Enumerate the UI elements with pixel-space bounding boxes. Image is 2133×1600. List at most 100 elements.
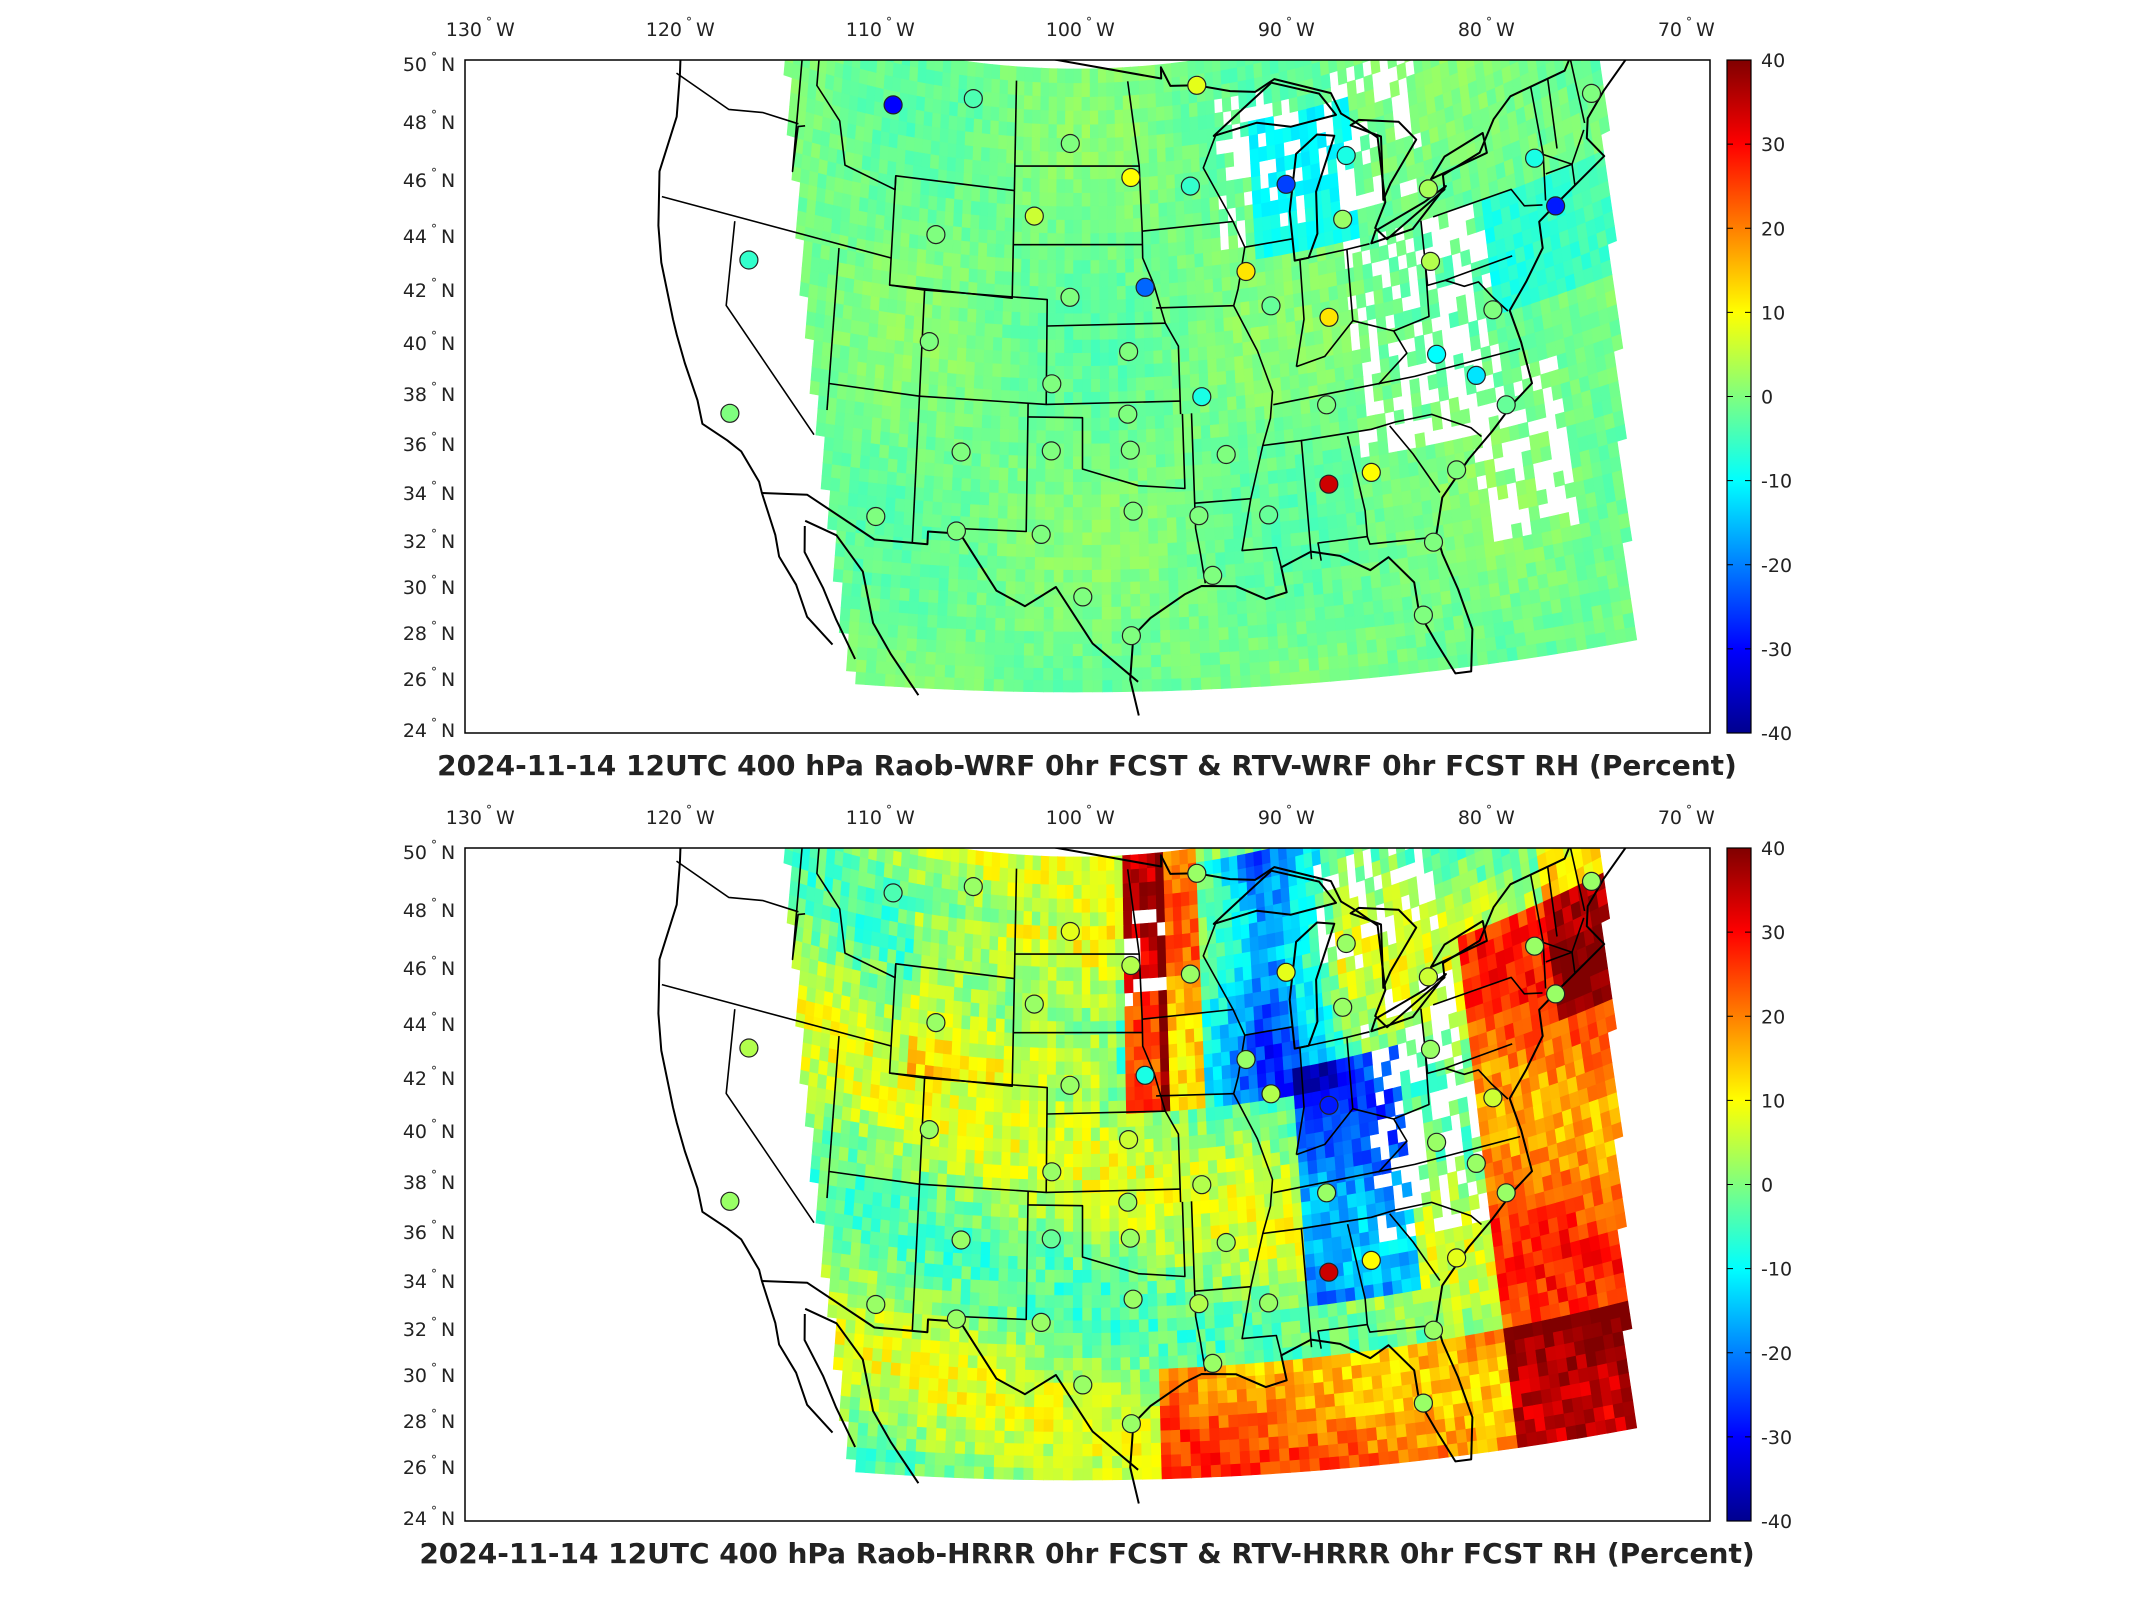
rh-cell xyxy=(854,532,866,547)
rh-cell xyxy=(899,587,911,602)
rh-cell xyxy=(972,159,982,175)
rh-cell xyxy=(956,115,967,132)
rh-cell xyxy=(910,368,922,384)
rh-cell xyxy=(926,1414,938,1429)
rh-cell xyxy=(1082,404,1092,419)
rh-cell xyxy=(1369,246,1381,264)
rh-cell xyxy=(891,561,903,576)
rh-cell xyxy=(1249,147,1260,164)
rh-cell xyxy=(1368,441,1380,457)
rh-cell xyxy=(1111,630,1123,644)
rh-cell xyxy=(1110,531,1121,545)
rh-cell xyxy=(1343,1390,1355,1406)
rh-cell xyxy=(1091,468,1102,482)
rh-cell xyxy=(1165,491,1177,506)
rh-cell xyxy=(913,315,924,331)
rh-cell xyxy=(1207,371,1218,386)
rh-cell xyxy=(1123,122,1133,138)
rh-cell xyxy=(1448,480,1460,497)
lat-tick-label: 40 xyxy=(403,333,427,355)
rh-cell xyxy=(1006,543,1017,557)
rh-cell xyxy=(958,60,969,76)
rh-cell xyxy=(896,1437,908,1451)
rh-cell xyxy=(887,298,898,314)
lat-tick-label: 24 xyxy=(403,720,427,742)
rh-cell xyxy=(1090,164,1100,180)
rh-cell xyxy=(1040,123,1050,138)
rh-cell xyxy=(1352,362,1364,379)
rh-cell xyxy=(1073,110,1083,125)
rh-cell xyxy=(1368,1451,1380,1467)
degree-symbol: ° xyxy=(886,15,892,29)
rh-cell xyxy=(1108,338,1119,353)
rh-cell xyxy=(1282,415,1294,431)
rh-cell xyxy=(813,214,825,231)
rh-cell xyxy=(852,1358,864,1373)
rh-cell xyxy=(1024,618,1035,632)
rh-cell xyxy=(1116,245,1126,260)
rh-cell xyxy=(857,82,868,100)
rh-cell xyxy=(1417,1341,1429,1357)
rh-cell xyxy=(911,192,921,208)
rh-cell xyxy=(886,325,897,341)
rh-cell xyxy=(1039,150,1049,166)
rh-cell xyxy=(847,633,860,648)
rh-cell xyxy=(1100,481,1111,495)
rh-cell xyxy=(834,61,845,79)
lat-tick-label: 26 xyxy=(403,669,427,691)
rh-cell xyxy=(1248,636,1260,651)
rh-cell xyxy=(1043,643,1054,657)
rh-cell xyxy=(1025,568,1036,583)
rh-cell xyxy=(1014,1405,1026,1420)
rh-cell xyxy=(918,1389,929,1403)
lat-tick-suffix: N xyxy=(441,434,455,456)
rh-cell xyxy=(1193,225,1204,241)
degree-symbol: ° xyxy=(431,50,437,64)
rh-cell xyxy=(1273,128,1284,145)
rh-cell xyxy=(947,346,959,361)
rh-cell xyxy=(927,601,939,616)
rh-cell xyxy=(898,1400,910,1414)
rh-cell xyxy=(813,325,825,342)
rh-cell xyxy=(934,60,944,73)
rh-cell xyxy=(913,150,923,167)
rh-cell xyxy=(945,411,956,427)
degree-symbol: ° xyxy=(431,166,437,180)
rh-cell xyxy=(1619,526,1633,544)
rh-cell xyxy=(1225,1363,1237,1378)
rh-cell xyxy=(1140,148,1150,164)
rh-cell xyxy=(1275,1385,1287,1400)
rh-cell xyxy=(1532,614,1545,631)
rh-cell xyxy=(873,534,885,549)
rh-cell xyxy=(896,299,907,315)
rh-cell xyxy=(987,542,998,557)
rh-cell xyxy=(1278,494,1290,509)
rh-cell xyxy=(1525,643,1539,659)
rh-cell xyxy=(1335,39,1344,56)
rh-cell xyxy=(1373,494,1385,510)
rh-cell xyxy=(1099,351,1110,366)
rh-cell xyxy=(888,284,899,301)
rh-cell xyxy=(1185,239,1195,255)
rh-cell xyxy=(1372,599,1385,615)
rh-cell xyxy=(1192,463,1204,479)
rh-cell xyxy=(901,380,912,396)
rh-cell xyxy=(1237,420,1248,436)
rh-cell xyxy=(905,1450,917,1464)
rh-cell xyxy=(1073,205,1083,220)
rh-cell xyxy=(856,506,868,521)
rh-cell xyxy=(1379,1360,1392,1376)
rh-cell xyxy=(1208,1402,1220,1417)
rh-cell xyxy=(1004,1430,1015,1444)
rh-cell xyxy=(1073,246,1083,261)
rh-cell xyxy=(1276,1410,1288,1425)
rh-cell xyxy=(1494,634,1507,650)
rh-cell xyxy=(1197,332,1208,348)
rh-cell xyxy=(1346,79,1357,98)
rh-cell xyxy=(1047,178,1058,193)
rh-cell xyxy=(1169,616,1181,630)
rh-cell xyxy=(1317,259,1328,276)
rh-cell xyxy=(948,114,959,131)
rh-cell xyxy=(1269,1448,1281,1462)
rh-cell xyxy=(1004,243,1014,259)
